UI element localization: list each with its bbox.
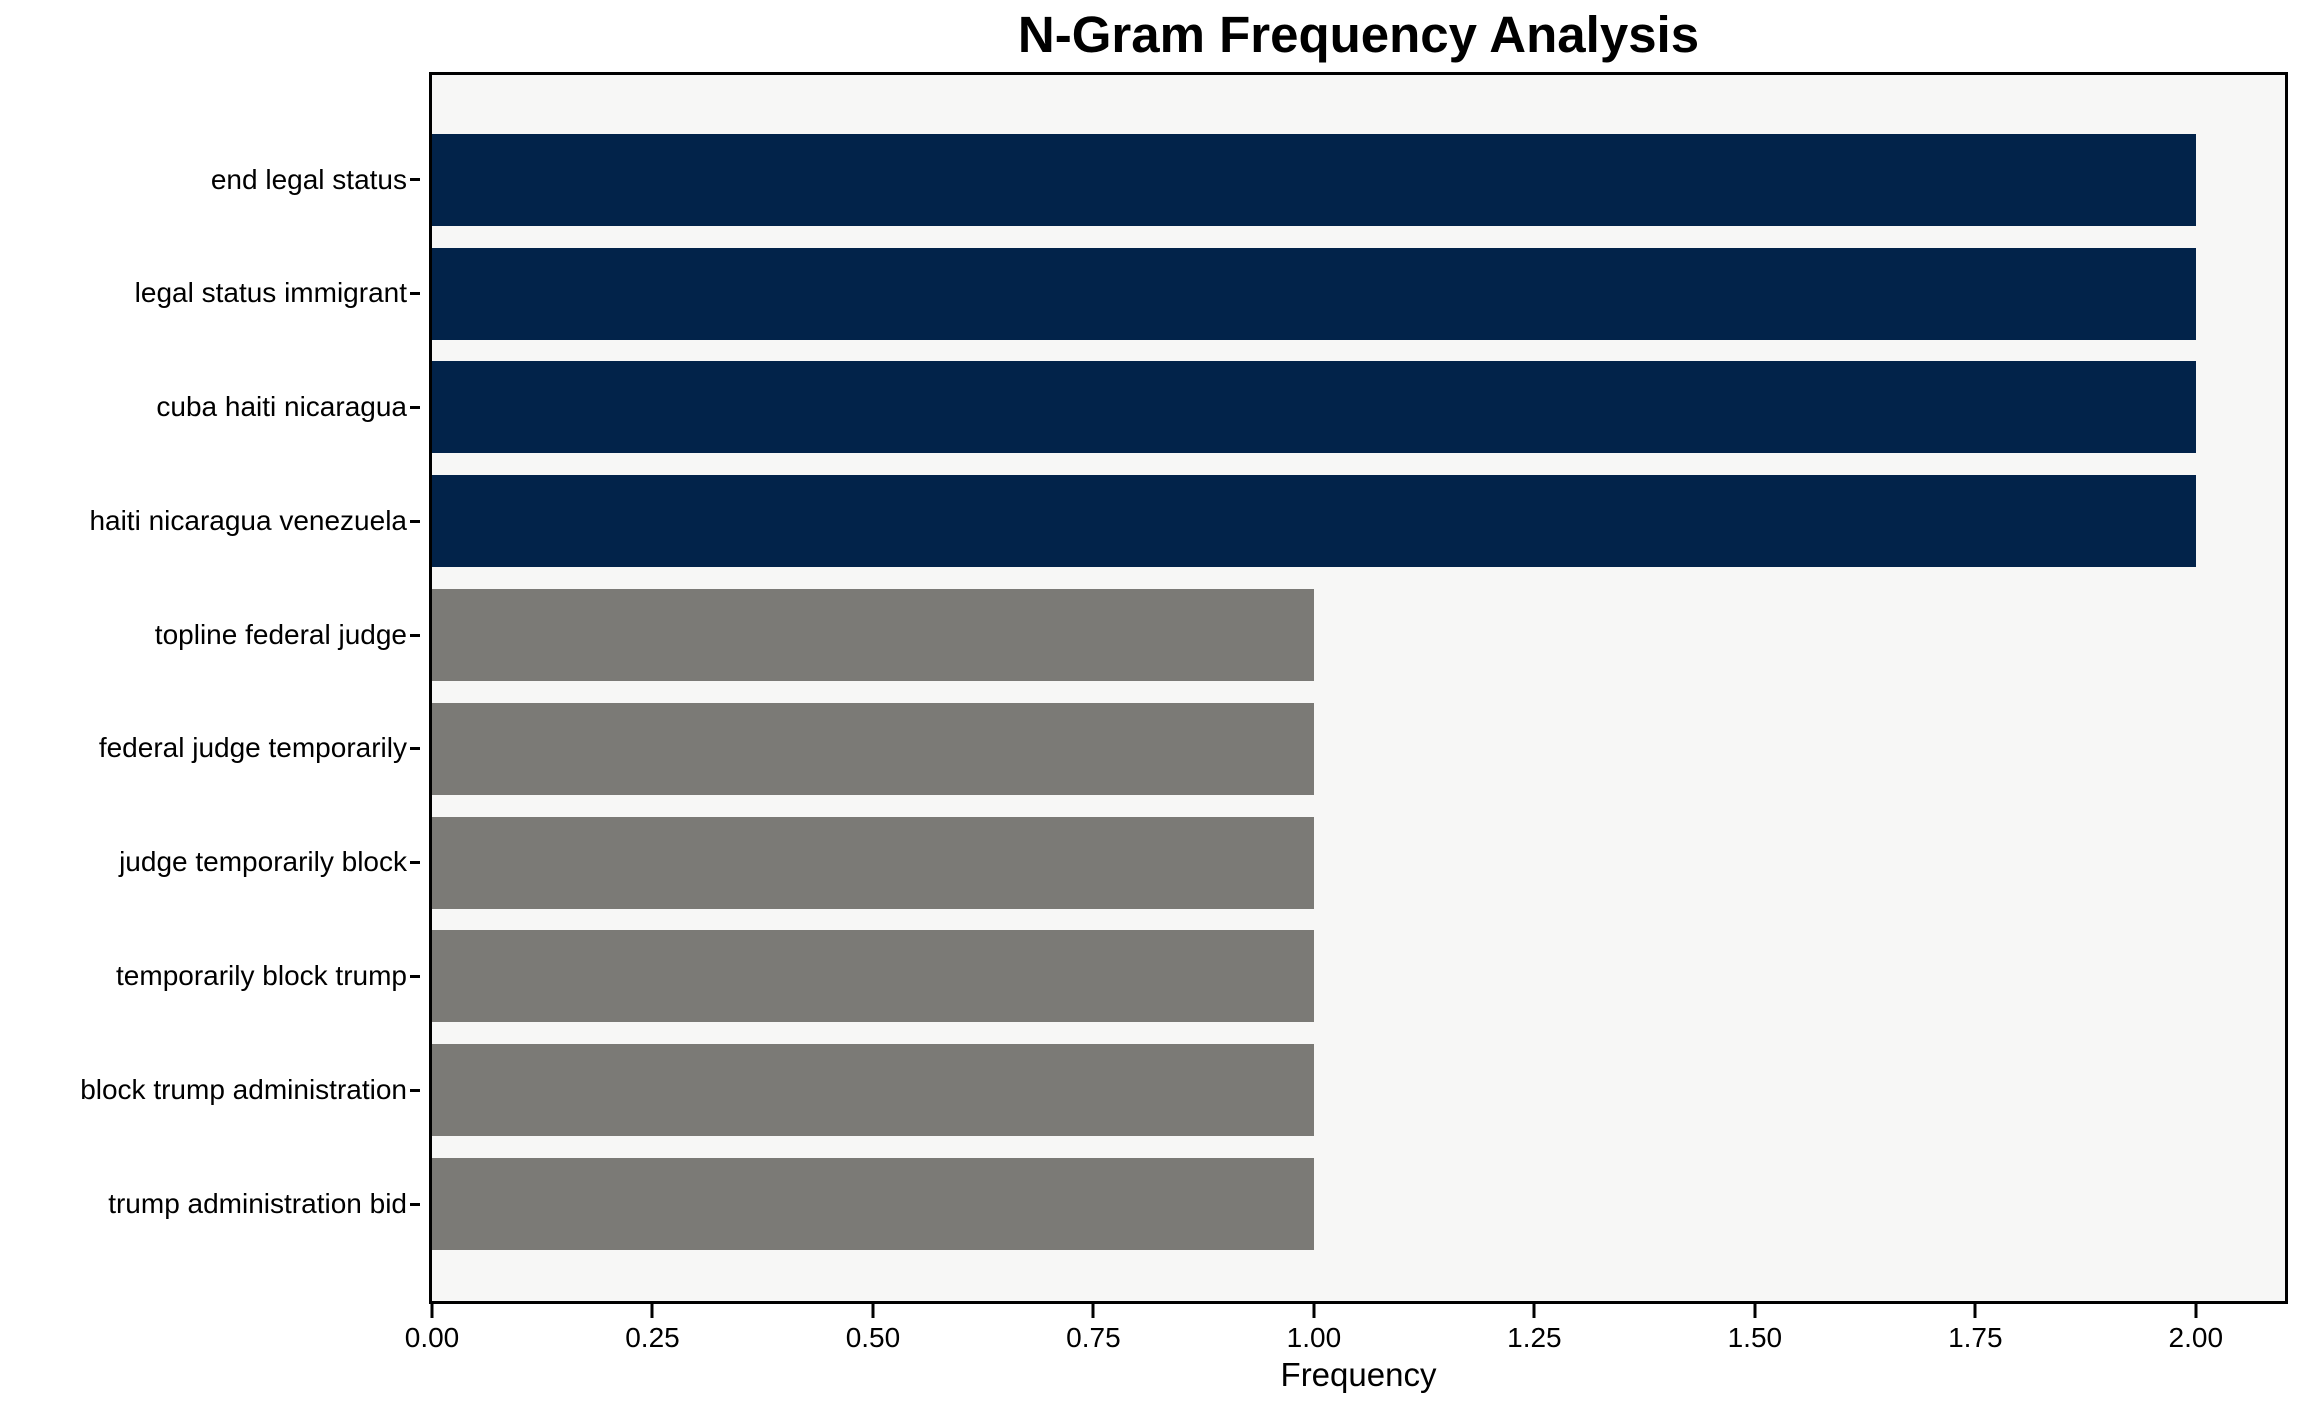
bar bbox=[432, 1044, 1314, 1137]
x-tick-mark bbox=[1753, 1304, 1757, 1318]
bar bbox=[432, 702, 1314, 795]
x-tick-mark bbox=[871, 1304, 875, 1318]
bar-row: topline federal judge bbox=[0, 578, 2284, 692]
bar-row: legal status immigrant bbox=[0, 237, 2284, 351]
x-tick-label: 0.25 bbox=[625, 1322, 680, 1353]
y-tick-mark bbox=[410, 292, 420, 296]
bars-container: end legal status legal status immigrant cu… bbox=[0, 75, 2284, 1301]
x-tick-mark bbox=[2194, 1304, 2198, 1318]
bar bbox=[432, 930, 1314, 1023]
x-tick-mark bbox=[1532, 1304, 1536, 1318]
y-axis-label: block trump administration bbox=[80, 1073, 407, 1105]
y-axis-label: federal judge temporarily bbox=[98, 732, 407, 764]
y-axis-label: trump administration bid bbox=[108, 1187, 407, 1219]
bar-track bbox=[432, 930, 2284, 1023]
x-tick-mark bbox=[1973, 1304, 1977, 1318]
bar bbox=[432, 247, 2196, 340]
y-tick-mark bbox=[410, 1088, 420, 1092]
bar-row: temporarily block trump bbox=[0, 920, 2284, 1034]
bar bbox=[432, 1158, 1314, 1251]
x-tick-label: 0.00 bbox=[404, 1322, 460, 1353]
x-tick-label: 1.50 bbox=[1727, 1322, 1783, 1353]
bar-row: trump administration bid bbox=[0, 1147, 2284, 1261]
bar-row: block trump administration bbox=[0, 1033, 2284, 1147]
y-tick-mark bbox=[410, 405, 420, 409]
bar-track bbox=[432, 361, 2284, 454]
y-axis-label: topline federal judge bbox=[154, 618, 407, 650]
x-tick-mark bbox=[430, 1304, 434, 1318]
bar-track bbox=[432, 247, 2284, 340]
x-tick-label: 1.75 bbox=[1948, 1322, 2003, 1353]
bar-track bbox=[432, 816, 2284, 909]
bar bbox=[432, 475, 2196, 568]
x-tick-label: 1.00 bbox=[1286, 1322, 1342, 1353]
bar-track bbox=[432, 702, 2284, 795]
bar bbox=[432, 361, 2196, 454]
bar-track bbox=[432, 1158, 2284, 1251]
bar-track bbox=[432, 589, 2284, 682]
bar bbox=[432, 816, 1314, 909]
x-tick-label: 1.25 bbox=[1507, 1322, 1562, 1353]
bar-track bbox=[432, 133, 2284, 226]
bar-row: cuba haiti nicaragua bbox=[0, 351, 2284, 465]
x-tick-label: 2.00 bbox=[2168, 1322, 2224, 1353]
y-axis-label: cuba haiti nicaragua bbox=[156, 391, 407, 423]
y-axis-label: temporarily block trump bbox=[116, 960, 407, 992]
y-axis-label: end legal status bbox=[210, 163, 407, 195]
y-tick-mark bbox=[410, 747, 420, 751]
x-axis-ticks: 0.00 0.25 0.50 0.75 1.00 1.25 1.50 1.75 2.00 bbox=[405, 1302, 2284, 1414]
chart-title: N-Gram Frequency Analysis bbox=[1017, 6, 1700, 63]
bar-row: end legal status bbox=[0, 123, 2284, 237]
y-tick-mark bbox=[410, 519, 420, 523]
x-tick-label: 0.75 bbox=[1066, 1322, 1121, 1353]
bar-row: judge temporarily block bbox=[0, 806, 2284, 920]
x-axis-label: Frequency bbox=[1280, 1356, 1437, 1393]
y-tick-mark bbox=[410, 633, 420, 637]
y-axis-label: haiti nicaragua venezuela bbox=[89, 504, 407, 536]
bar bbox=[432, 133, 2196, 226]
y-tick-mark bbox=[410, 861, 420, 865]
bar-track bbox=[432, 1044, 2284, 1137]
x-tick-mark bbox=[1312, 1304, 1316, 1318]
y-tick-mark bbox=[410, 1202, 420, 1206]
bar-row: haiti nicaragua venezuela bbox=[0, 464, 2284, 578]
x-tick-label: 0.50 bbox=[845, 1322, 901, 1353]
bar bbox=[432, 589, 1314, 682]
y-axis-label: legal status immigrant bbox=[134, 277, 407, 309]
y-axis-label: judge temporarily block bbox=[119, 846, 407, 878]
y-tick-mark bbox=[410, 974, 420, 978]
bar-row: federal judge temporarily bbox=[0, 692, 2284, 806]
y-tick-mark bbox=[410, 178, 420, 182]
x-tick-mark bbox=[650, 1304, 654, 1318]
bar-track bbox=[432, 475, 2284, 568]
x-tick-mark bbox=[1091, 1304, 1095, 1318]
